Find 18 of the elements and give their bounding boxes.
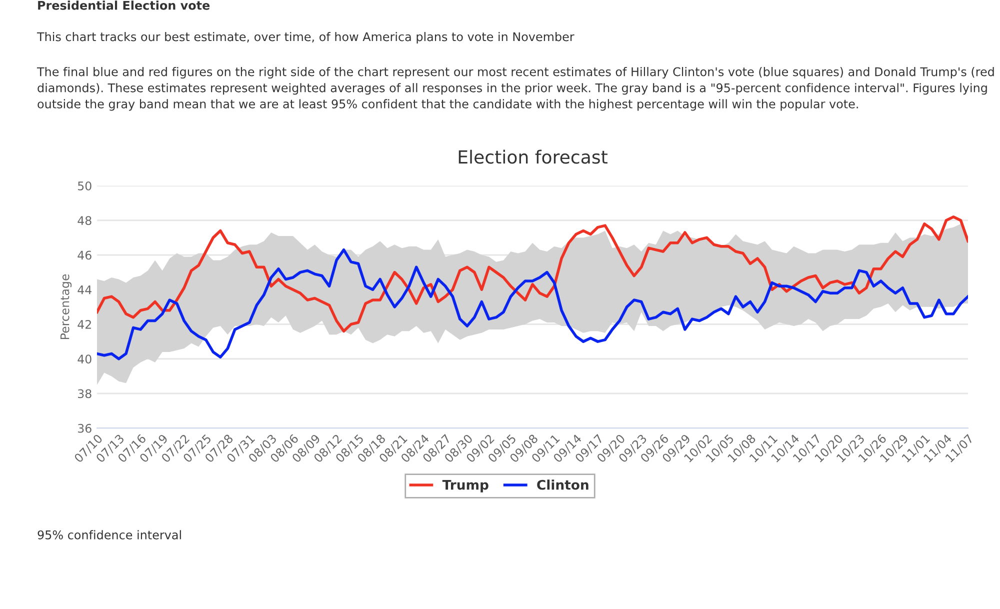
- y-tick-label: 40: [78, 354, 92, 364]
- y-tick-label: 50: [78, 181, 92, 190]
- text: This chart tracks our best estimate, over time, of how America plans to vote in November: [36, 32, 574, 44]
- y-tick-label: 38: [78, 389, 92, 398]
- text: 95% confidence interval: [38, 530, 181, 540]
- y-tick-label: 44: [78, 286, 92, 294]
- y-tick-label: 42: [78, 320, 91, 329]
- legend-label: Clinton: [537, 480, 588, 490]
- legend-label: Trump: [442, 480, 488, 492]
- line-series: [97, 248, 968, 360]
- y-tick-label: 46: [78, 250, 92, 260]
- text: Presidential Election vote: [38, 0, 210, 10]
- y-axis-title: Percentage: [60, 274, 72, 339]
- y-tick-label: 36: [78, 424, 92, 433]
- y-tick-label: 48: [78, 216, 92, 226]
- line-series: [97, 216, 968, 333]
- text: The final blue and red figures on the right side of the chart represent our most recent estimates of Hillary Clinton's vote (blue squares) and Donald Trump's (red diamonds). These estimates represent weighted averages of all responses in the prior week. The gray band is a "95-percent confidence interval". Figures lying outside the gray band mean that we are at least 95% confident that the candidate with the highest percentage will win the popular vote.: [36, 66, 994, 111]
- chart-title: Election forecast: [458, 150, 608, 164]
